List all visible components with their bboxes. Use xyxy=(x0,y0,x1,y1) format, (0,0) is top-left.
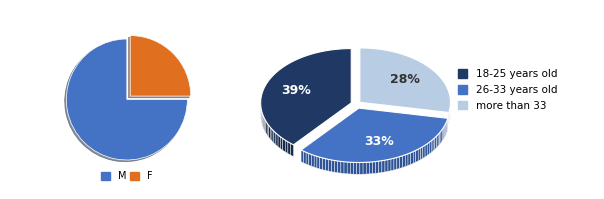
Polygon shape xyxy=(370,162,373,174)
Polygon shape xyxy=(312,154,314,167)
Polygon shape xyxy=(320,157,323,170)
Polygon shape xyxy=(272,129,274,143)
Polygon shape xyxy=(431,139,433,153)
Polygon shape xyxy=(350,162,353,174)
Polygon shape xyxy=(301,150,304,163)
Polygon shape xyxy=(353,162,357,174)
Polygon shape xyxy=(400,156,402,168)
Polygon shape xyxy=(388,159,391,171)
Polygon shape xyxy=(278,135,280,148)
Polygon shape xyxy=(402,155,405,168)
Polygon shape xyxy=(441,129,442,143)
Polygon shape xyxy=(447,118,448,132)
Text: 28%: 28% xyxy=(390,73,420,86)
Polygon shape xyxy=(433,138,435,151)
Polygon shape xyxy=(288,142,291,155)
Polygon shape xyxy=(366,162,370,174)
Polygon shape xyxy=(280,137,283,150)
Polygon shape xyxy=(338,161,341,173)
Polygon shape xyxy=(335,161,338,173)
Polygon shape xyxy=(326,159,329,171)
Polygon shape xyxy=(329,159,332,172)
Polygon shape xyxy=(266,121,267,135)
Polygon shape xyxy=(437,134,438,148)
Polygon shape xyxy=(269,125,270,139)
Legend: 18-25 years old, 26-33 years old, more than 33: 18-25 years old, 26-33 years old, more t… xyxy=(458,69,557,111)
Polygon shape xyxy=(363,162,366,174)
Polygon shape xyxy=(411,152,413,165)
Polygon shape xyxy=(435,136,437,149)
Wedge shape xyxy=(130,36,191,96)
Polygon shape xyxy=(261,49,352,145)
FancyBboxPatch shape xyxy=(3,3,251,196)
Polygon shape xyxy=(440,131,441,144)
Polygon shape xyxy=(276,133,278,147)
Polygon shape xyxy=(360,162,363,174)
Polygon shape xyxy=(420,147,423,160)
Polygon shape xyxy=(425,144,427,157)
Polygon shape xyxy=(317,156,320,169)
Polygon shape xyxy=(265,119,266,133)
Wedge shape xyxy=(66,39,187,160)
Text: 39%: 39% xyxy=(281,84,310,98)
Polygon shape xyxy=(291,143,294,157)
Polygon shape xyxy=(262,112,263,126)
Polygon shape xyxy=(314,155,317,168)
Polygon shape xyxy=(445,124,446,138)
Polygon shape xyxy=(418,148,420,161)
Polygon shape xyxy=(391,158,394,171)
Polygon shape xyxy=(397,157,400,169)
Polygon shape xyxy=(360,48,451,112)
Polygon shape xyxy=(394,157,397,170)
Polygon shape xyxy=(283,139,285,152)
Polygon shape xyxy=(347,162,350,174)
Polygon shape xyxy=(405,154,408,167)
Polygon shape xyxy=(446,120,447,134)
Polygon shape xyxy=(306,152,309,165)
Polygon shape xyxy=(385,160,388,172)
Polygon shape xyxy=(304,151,306,164)
Legend: M, F: M, F xyxy=(97,168,156,185)
Polygon shape xyxy=(423,145,425,158)
Polygon shape xyxy=(373,162,376,174)
Polygon shape xyxy=(413,150,416,163)
Polygon shape xyxy=(274,131,276,145)
Polygon shape xyxy=(309,153,312,166)
Polygon shape xyxy=(341,161,344,174)
Polygon shape xyxy=(382,160,385,173)
Text: 33%: 33% xyxy=(364,135,394,148)
Polygon shape xyxy=(301,108,448,162)
Polygon shape xyxy=(416,149,418,162)
Polygon shape xyxy=(323,158,326,171)
Polygon shape xyxy=(443,126,445,139)
Polygon shape xyxy=(376,161,379,173)
Polygon shape xyxy=(442,128,443,141)
Polygon shape xyxy=(267,123,269,137)
Polygon shape xyxy=(332,160,335,172)
Polygon shape xyxy=(270,127,272,141)
Polygon shape xyxy=(438,133,440,146)
Polygon shape xyxy=(263,117,265,131)
Polygon shape xyxy=(357,162,360,174)
Polygon shape xyxy=(408,153,411,166)
Polygon shape xyxy=(285,140,288,154)
Polygon shape xyxy=(344,162,347,174)
Polygon shape xyxy=(379,161,382,173)
Polygon shape xyxy=(427,142,429,156)
Polygon shape xyxy=(429,141,431,154)
